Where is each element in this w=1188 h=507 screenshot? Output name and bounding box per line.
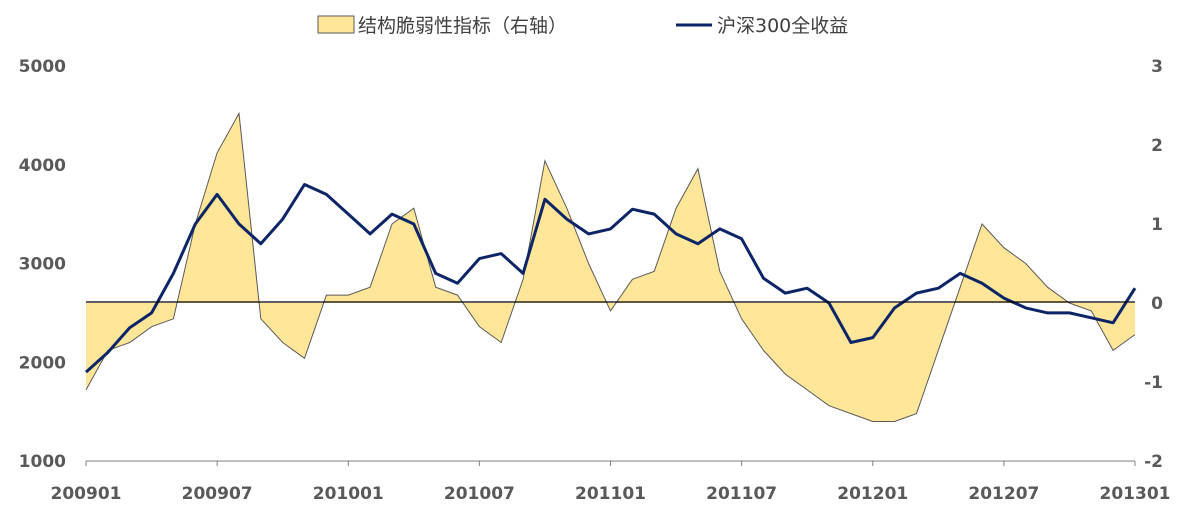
csi300-line-series — [84, 183, 1137, 374]
y-right-tick-label: -2 — [1144, 452, 1163, 472]
x-tick-label: 200901 — [51, 484, 122, 504]
x-tick-label: 200907 — [182, 484, 253, 504]
y-left-tick-label: 4000 — [19, 156, 66, 176]
x-tick-label: 201207 — [968, 484, 1039, 504]
x-tick-label: 201201 — [837, 484, 908, 504]
y-right-tick-label: -1 — [1144, 373, 1163, 393]
y-right-tick-label: 0 — [1151, 294, 1163, 314]
y-left-tick-label: 2000 — [19, 353, 66, 373]
legend-label-csi300: 沪深300全收益 — [717, 15, 848, 37]
legend: 结构脆弱性指标（右轴） 沪深300全收益 — [317, 15, 848, 37]
y-left-tick-label: 5000 — [19, 57, 66, 77]
vulnerability-area-outline — [85, 111, 1136, 422]
x-tick-label: 201101 — [575, 484, 646, 504]
y-right-tick-label: 3 — [1151, 57, 1163, 77]
vulnerability-area-series — [85, 111, 1136, 422]
csi300-line — [84, 183, 1137, 374]
legend-label-vulnerability: 结构脆弱性指标（右轴） — [358, 15, 567, 37]
y-right-tick-label: 1 — [1151, 215, 1163, 235]
y-left-tick-label: 1000 — [19, 452, 66, 472]
y-axis-right-ticks: 3 2 1 0 -1 -2 — [1144, 57, 1163, 472]
x-tick-label: 201001 — [313, 484, 384, 504]
x-axis-ticks: 200901 200907 201001 201007 201101 201107 2012… — [51, 461, 1171, 504]
vulnerability-area — [86, 113, 1135, 422]
x-tick-label: 201007 — [444, 484, 515, 504]
y-axis-left-ticks: 5000 4000 3000 2000 1000 — [19, 57, 66, 472]
x-tick-label: 201301 — [1100, 484, 1171, 504]
y-right-tick-label: 2 — [1151, 136, 1163, 156]
legend-swatch-vulnerability — [317, 15, 355, 34]
x-tick-label: 201107 — [706, 484, 777, 504]
y-left-tick-label: 3000 — [19, 255, 66, 275]
